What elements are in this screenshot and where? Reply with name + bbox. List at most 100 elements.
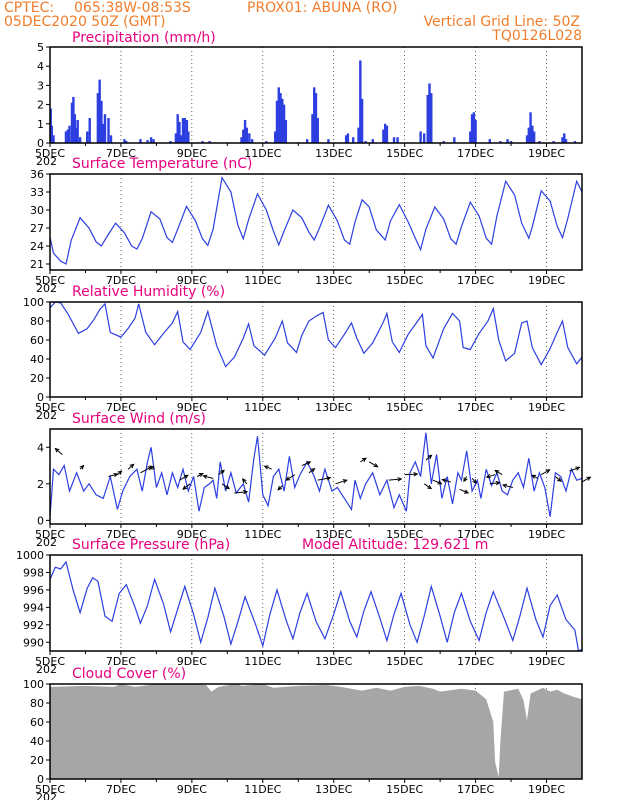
- wind-arrow: [432, 479, 442, 485]
- cloud-frame: [49, 683, 583, 780]
- precip-bar: [371, 139, 374, 143]
- pres-xtick-label: 17DEC: [457, 655, 494, 668]
- wind-arrow-head: [485, 474, 491, 479]
- wind-arrow-head: [277, 485, 283, 491]
- rh-ytick-label: 60: [30, 334, 44, 347]
- wind-arrow-head: [463, 477, 468, 483]
- wind-arrow-head: [79, 464, 85, 470]
- wind-arrow-head: [373, 463, 379, 468]
- precip-bar: [178, 121, 181, 143]
- wind-year-stub: 202: [36, 536, 57, 549]
- precip-bar: [242, 129, 245, 143]
- cloud-ytick-label: 20: [30, 754, 44, 767]
- precip-bar: [472, 112, 476, 143]
- wind-arrow-head: [464, 489, 470, 494]
- wind-arrow-head: [263, 465, 269, 470]
- precip-bar: [50, 125, 53, 143]
- wind-arrow: [264, 465, 272, 470]
- wind-arrow-head: [531, 474, 537, 479]
- rh-ytick-label: 20: [30, 372, 44, 385]
- precip-bar: [532, 131, 536, 143]
- precip-bar: [344, 135, 348, 143]
- wind-title: Surface Wind (m/s): [72, 411, 206, 427]
- temp-ytick-label: 36: [30, 168, 44, 181]
- wind-arrow: [404, 473, 418, 476]
- precip-bar: [453, 137, 456, 143]
- wind-arrow: [442, 479, 451, 483]
- wind-arrow: [108, 473, 118, 477]
- precip-bar: [109, 135, 113, 143]
- wind-arrow-head: [198, 472, 204, 478]
- precip-bar: [125, 141, 128, 143]
- wind-arrow-head: [397, 477, 403, 482]
- wind-ytick-label: 2: [37, 478, 44, 491]
- precip-bar: [313, 87, 316, 143]
- precip-bar: [430, 93, 433, 143]
- temp-xtick-label: 17DEC: [457, 274, 494, 287]
- wind-arrow-head: [306, 461, 312, 466]
- precip-bar: [506, 139, 509, 143]
- precip-bar: [282, 104, 286, 143]
- wind-arrow-head: [285, 476, 291, 481]
- cloud-xtick-label: 9DEC: [177, 783, 207, 796]
- wind-arrow-head: [220, 469, 225, 475]
- rh-panel: 0 20 40 60 80 100 5DEC 7DEC 9DEC 11DEC 13DEC 15DEC 1…: [23, 284, 583, 422]
- wind-xtick-label: 19DEC: [528, 528, 565, 541]
- cloud-xtick-label: 19DEC: [528, 783, 565, 796]
- wind-xtick-label: 9DEC: [177, 528, 207, 541]
- rh-xtick-label: 13DEC: [315, 401, 352, 414]
- precip-bar: [245, 127, 249, 143]
- precip-bar: [469, 131, 472, 143]
- precip-xtick-label: 13DEC: [315, 147, 352, 160]
- cloud-title: Cloud Cover (%): [72, 666, 186, 682]
- precip-bar: [357, 127, 360, 143]
- precip-bar: [88, 118, 91, 143]
- temp-ytick-label: 21: [30, 258, 44, 271]
- precip-xtick-label: 9DEC: [177, 147, 207, 160]
- precip-bar: [174, 133, 178, 143]
- precip-bar: [561, 137, 564, 143]
- precip-bar: [102, 123, 105, 143]
- precip-bar: [183, 118, 186, 143]
- rh-xtick-label: 15DEC: [386, 401, 423, 414]
- precip-bar: [185, 119, 189, 143]
- precip-bar: [527, 127, 530, 143]
- precip-bar: [64, 131, 68, 143]
- temp-ytick-label: 30: [30, 204, 44, 217]
- precip-bar: [422, 133, 426, 143]
- precip-bar: [385, 125, 389, 143]
- precip-bar: [277, 87, 280, 143]
- pres-ytick-label: 994: [23, 601, 44, 614]
- wind-arrow: [140, 466, 152, 474]
- pres-xtick-label: 15DEC: [386, 655, 423, 668]
- wind-arrow-head: [441, 478, 447, 483]
- wind-arrow: [317, 477, 331, 481]
- precip-bar: [152, 139, 155, 143]
- wind-arrow-head: [182, 485, 188, 490]
- wind-arrow: [368, 461, 378, 468]
- wind-arrow-head: [202, 474, 208, 479]
- precip-bar: [123, 139, 126, 143]
- temp-xtick-label: 9DEC: [177, 274, 207, 287]
- wind-arrow-head: [342, 479, 348, 484]
- wind-arrow: [555, 476, 562, 482]
- precip-bar: [78, 137, 82, 143]
- wind-arrow-head: [494, 469, 500, 475]
- wind-arrow: [423, 483, 432, 490]
- wind-xtick-label: 11DEC: [244, 528, 281, 541]
- wind-arrow: [218, 470, 225, 476]
- rh-xtick-label: 5DEC: [35, 401, 65, 414]
- precip-bar: [509, 141, 513, 143]
- precip-bar: [96, 93, 100, 143]
- wind-arrow-head: [326, 476, 332, 481]
- header-coordinates: 065:38W-08:53S: [74, 0, 191, 16]
- wind-arrow-head: [54, 447, 60, 453]
- precip-bar: [311, 114, 314, 143]
- precip-xtick-label: 5DEC: [35, 147, 65, 160]
- pres-year-stub: 202: [36, 663, 57, 676]
- precip-bar: [279, 93, 282, 143]
- precip-bar: [305, 139, 309, 143]
- precip-bar: [392, 137, 396, 143]
- wind-arrow: [425, 454, 432, 461]
- pres-xtick-label: 9DEC: [177, 655, 207, 668]
